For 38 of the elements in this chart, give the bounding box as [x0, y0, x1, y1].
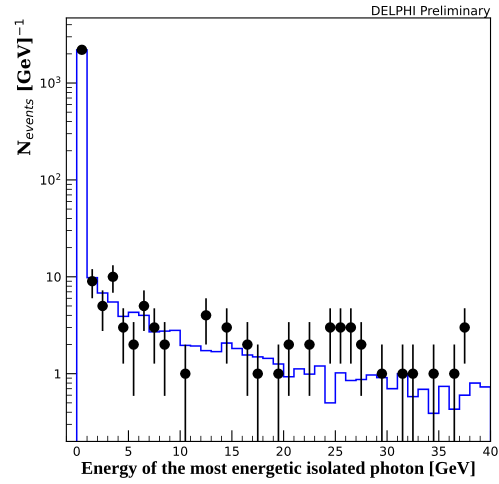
point — [428, 368, 439, 379]
x-tick-label: 25 — [328, 446, 342, 456]
point — [273, 368, 284, 379]
y-tick-label: 10$^{3}$ — [40, 76, 60, 88]
y-tick-label: 10 — [46, 272, 61, 282]
point — [118, 322, 128, 333]
x-tick-label: 30 — [380, 446, 394, 456]
point — [128, 339, 139, 350]
point — [284, 339, 294, 350]
point — [376, 368, 388, 379]
point — [87, 276, 98, 286]
y-tick-label: 1 — [54, 369, 60, 378]
x-tick-label: 35 — [432, 446, 446, 456]
point — [242, 339, 253, 350]
x-tick-label: 10 — [174, 446, 188, 456]
point — [449, 368, 460, 379]
point — [159, 339, 170, 350]
point — [97, 300, 108, 312]
point — [76, 44, 88, 56]
x-tick-label: 5 — [125, 446, 132, 456]
point — [108, 272, 118, 282]
x-tick-label: 15 — [225, 446, 239, 456]
chart-title: DELPHI Preliminary — [372, 6, 490, 18]
x-tick-label: 40 — [483, 446, 498, 456]
point — [304, 339, 315, 350]
point — [149, 322, 160, 333]
point — [180, 368, 191, 379]
x-tick-label: 20 — [276, 446, 291, 456]
point — [356, 339, 366, 350]
x-tick-label: 0 — [74, 446, 80, 456]
y-tick-label: 10$^{2}$ — [40, 173, 60, 185]
point — [200, 310, 212, 321]
y-axis-title: N$_{events}$ [GeV]$^{−1}$ — [14, 20, 34, 155]
point — [138, 300, 150, 312]
point — [252, 368, 263, 379]
x-axis-title: Energy of the most energetic isolated photon [GeV] — [81, 461, 474, 478]
point — [459, 322, 470, 333]
point — [222, 322, 232, 333]
